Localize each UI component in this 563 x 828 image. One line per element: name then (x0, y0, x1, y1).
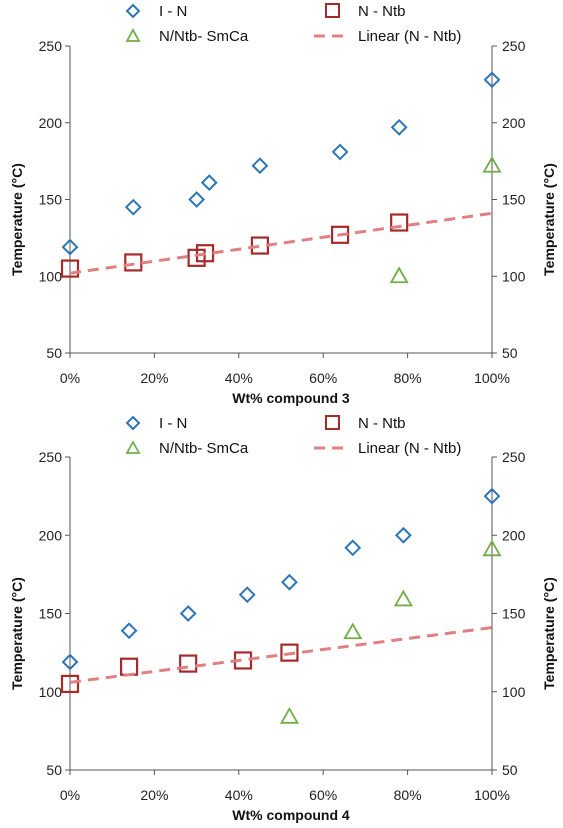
x-tick-label: 20% (140, 787, 168, 803)
y-tick-label-left: 50 (46, 345, 62, 361)
point-i-n (61, 238, 79, 256)
point-n-ntb (280, 643, 299, 662)
legend-marker-diamond (125, 415, 141, 431)
legend-entry: N/Ntb- SmCa (125, 440, 249, 457)
legend-entry: Linear (N - Ntb) (314, 28, 461, 45)
point-i-n (483, 71, 501, 89)
y-tick-label-left: 250 (39, 38, 63, 54)
legend-entry: N/Ntb- SmCa (125, 28, 249, 45)
trendline (69, 211, 493, 275)
point-n-ntb (124, 253, 143, 272)
point-i-n (394, 526, 412, 544)
y-tick-label-left: 250 (39, 449, 63, 465)
point-n-ntb (119, 657, 139, 676)
point-n-ntb (60, 259, 80, 278)
point-i-n (344, 539, 362, 557)
point-n-ntb (179, 654, 198, 673)
y-tick-label-left: 150 (39, 192, 63, 208)
legend-marker-triangle (125, 440, 141, 454)
point-i-n (390, 118, 408, 136)
legend-label: N - Ntb (358, 415, 406, 432)
y-axis-title-right: Temperature (°C) (541, 163, 557, 276)
legend-label: I - N (159, 415, 187, 432)
y-tick-label-right: 150 (502, 192, 526, 208)
x-tick-label: 100% (474, 370, 510, 386)
y-tick-label-right: 100 (502, 268, 526, 284)
point-i-n (238, 586, 256, 604)
y-tick-label-left: 100 (39, 268, 63, 284)
y-axis-title-left: Temperature (°C) (9, 577, 25, 690)
y-axis-title-right: Temperature (°C) (541, 577, 557, 690)
chart-panel-2: 50 50 100 100 150 150 200 200 250 250 0% 20% 40% 60% 8… (9, 415, 557, 823)
legend-entry: N - Ntb (325, 415, 406, 432)
chart-panel-1: 50 50 100 100 150 150 200 200 250 250 0% 20% 40% 60% 8… (9, 3, 557, 406)
legend-label: Linear (N - Ntb) (358, 440, 461, 457)
point-smca (279, 706, 299, 724)
point-smca (389, 266, 409, 284)
legend-entry: I - N (125, 3, 187, 20)
x-tick-label: 60% (309, 787, 337, 803)
x-tick-label: 60% (309, 370, 337, 386)
point-i-n (331, 143, 349, 161)
point-smca (482, 155, 502, 173)
y-tick-label-right: 200 (502, 115, 526, 131)
x-tick-label: 0% (60, 370, 80, 386)
x-axis-title: Wt% compound 4 (232, 807, 350, 823)
point-i-n (179, 605, 197, 622)
y-tick-label-right: 150 (502, 606, 526, 622)
x-tick-label: 100% (474, 787, 510, 803)
legend-label: N/Ntb- SmCa (159, 440, 249, 457)
x-tick-label: 40% (225, 787, 253, 803)
point-i-n (124, 198, 142, 216)
point-i-n (188, 191, 206, 208)
x-axis-title: Wt% compound 3 (232, 390, 350, 406)
x-tick-label: 80% (394, 787, 422, 803)
point-n-ntb (390, 213, 409, 232)
y-tick-label-left: 200 (39, 115, 63, 131)
legend-entry: N - Ntb (325, 3, 406, 20)
y-tick-label-right: 50 (502, 762, 518, 778)
y-axis-title-left: Temperature (°C) (9, 163, 25, 276)
y-tick-label-left: 200 (39, 527, 63, 543)
legend-entry: I - N (125, 415, 187, 432)
y-tick-label-right: 250 (502, 449, 526, 465)
legend-label: I - N (159, 3, 187, 20)
point-smca (393, 589, 413, 607)
y-tick-label-right: 50 (502, 345, 518, 361)
y-tick-label-right: 200 (502, 527, 526, 543)
y-tick-label-left: 50 (46, 762, 62, 778)
point-i-n (281, 573, 298, 591)
legend-label: N/Ntb- SmCa (159, 28, 249, 45)
legend-entry: Linear (N - Ntb) (314, 440, 461, 457)
point-n-ntb (60, 674, 80, 694)
x-tick-label: 0% (60, 787, 80, 803)
point-i-n (251, 157, 269, 175)
point-i-n (120, 622, 138, 640)
point-i-n (200, 174, 218, 192)
legend-marker-square (325, 3, 340, 18)
point-smca (482, 539, 502, 557)
y-tick-label-right: 250 (502, 38, 526, 54)
y-tick-label-left: 100 (39, 684, 63, 700)
legend-marker-diamond (125, 3, 141, 19)
y-tick-label-left: 150 (39, 606, 63, 622)
legend-label: N - Ntb (358, 3, 406, 20)
y-tick-label-right: 100 (502, 684, 526, 700)
x-tick-label: 20% (140, 370, 168, 386)
point-i-n (483, 487, 501, 505)
legend-marker-triangle (125, 28, 141, 42)
legend-marker-square (325, 415, 340, 430)
point-i-n (61, 653, 79, 671)
x-tick-label: 80% (394, 370, 422, 386)
point-smca (343, 622, 363, 640)
legend-label: Linear (N - Ntb) (358, 28, 461, 45)
x-tick-label: 40% (225, 370, 253, 386)
